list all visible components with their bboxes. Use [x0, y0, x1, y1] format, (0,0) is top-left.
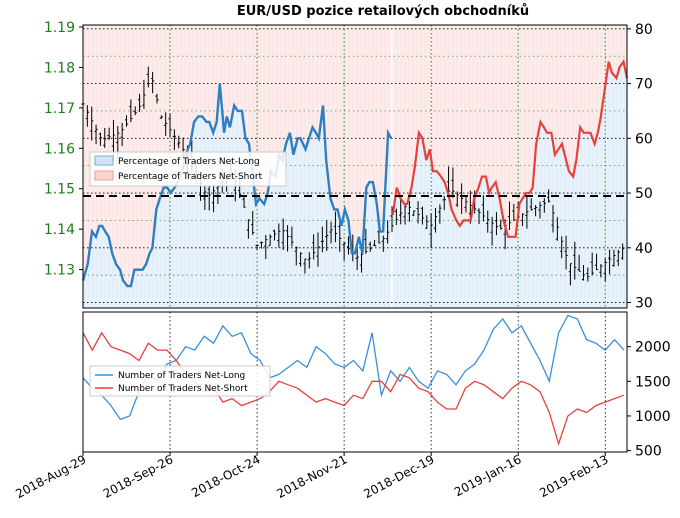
price-tick-label: 1.13 — [44, 263, 75, 279]
net-short-line — [391, 59, 629, 238]
legend-swatch-net-short — [94, 170, 114, 181]
price-percentage-panel: 1.13 1.14 1.15 1.16 1.17 1.18 1.19 30 40 50 60 70 8… — [44, 20, 653, 312]
net-long-count-line — [82, 314, 625, 421]
trader-count-lines — [82, 314, 625, 446]
date-tick-label: 2018-Dec-19 — [361, 452, 436, 501]
percentage-tick-label: 80 — [635, 22, 653, 38]
count-tick-label: 500 — [635, 444, 662, 460]
net-short-area — [83, 25, 392, 287]
date-axis: 2018-Aug-29 2018-Sep-26 2018-Oct-24 2018-No… — [13, 452, 611, 501]
percentage-tick-label: 70 — [635, 77, 653, 93]
trader-count-panel: 500 1000 1500 2000 Number of Traders Net-Lo… — [82, 311, 671, 460]
count-tick-label: 1500 — [635, 374, 671, 390]
price-tick-label: 1.15 — [44, 182, 75, 198]
date-tick-label: 2019-Feb-13 — [537, 452, 610, 500]
net-short-count-line — [82, 331, 625, 446]
price-tick-label: 1.19 — [44, 20, 75, 36]
date-tick-label: 2018-Aug-29 — [13, 452, 88, 501]
price-tick-label: 1.14 — [44, 222, 75, 238]
percentage-axis: 30 40 50 60 70 80 — [627, 22, 653, 312]
bottom-plot-frame — [82, 311, 628, 453]
percentage-lines — [81, 59, 629, 288]
percentage-tick-label: 50 — [635, 186, 653, 202]
percentage-tick-label: 40 — [635, 241, 653, 257]
count-tick-label: 1000 — [635, 409, 671, 425]
price-tick-label: 1.17 — [44, 101, 75, 117]
percentage-tick-label: 30 — [635, 296, 653, 312]
date-tick-label: 2018-Nov-21 — [274, 452, 349, 501]
legend-swatch-net-long — [94, 155, 114, 166]
count-tick-label: 2000 — [635, 340, 671, 356]
date-tick-label: 2018-Oct-24 — [189, 452, 262, 500]
percentage-tick-label: 60 — [635, 131, 653, 147]
top-legend-box — [89, 151, 287, 187]
legend-label-net-short-count: Number of Traders Net-Short — [118, 384, 248, 394]
legend-label-net-short: Percentage of Traders Net-Short — [118, 172, 263, 182]
count-axis: 500 1000 1500 2000 — [627, 340, 671, 460]
bottom-legend: Number of Traders Net-Long Number of Tra… — [89, 365, 271, 397]
bottom-legend-box — [89, 365, 271, 397]
price-tick-label: 1.18 — [44, 60, 75, 76]
chart-title: EUR/USD pozice retailových obchodníků — [237, 4, 529, 19]
legend-label-net-long: Percentage of Traders Net-Long — [118, 157, 260, 167]
legend-label-net-long-count: Number of Traders Net-Long — [118, 371, 245, 381]
top-legend: Percentage of Traders Net-Long Percentag… — [89, 151, 287, 187]
date-tick-label: 2018-Sep-26 — [101, 452, 176, 501]
price-tick-label: 1.16 — [44, 141, 75, 157]
percentage-fills — [82, 25, 627, 309]
date-tick-label: 2019-Jan-16 — [452, 452, 524, 499]
net-long-line — [81, 83, 393, 288]
top-plot-frame — [82, 24, 628, 309]
price-axis: 1.13 1.14 1.15 1.16 1.17 1.18 1.19 — [44, 20, 83, 279]
